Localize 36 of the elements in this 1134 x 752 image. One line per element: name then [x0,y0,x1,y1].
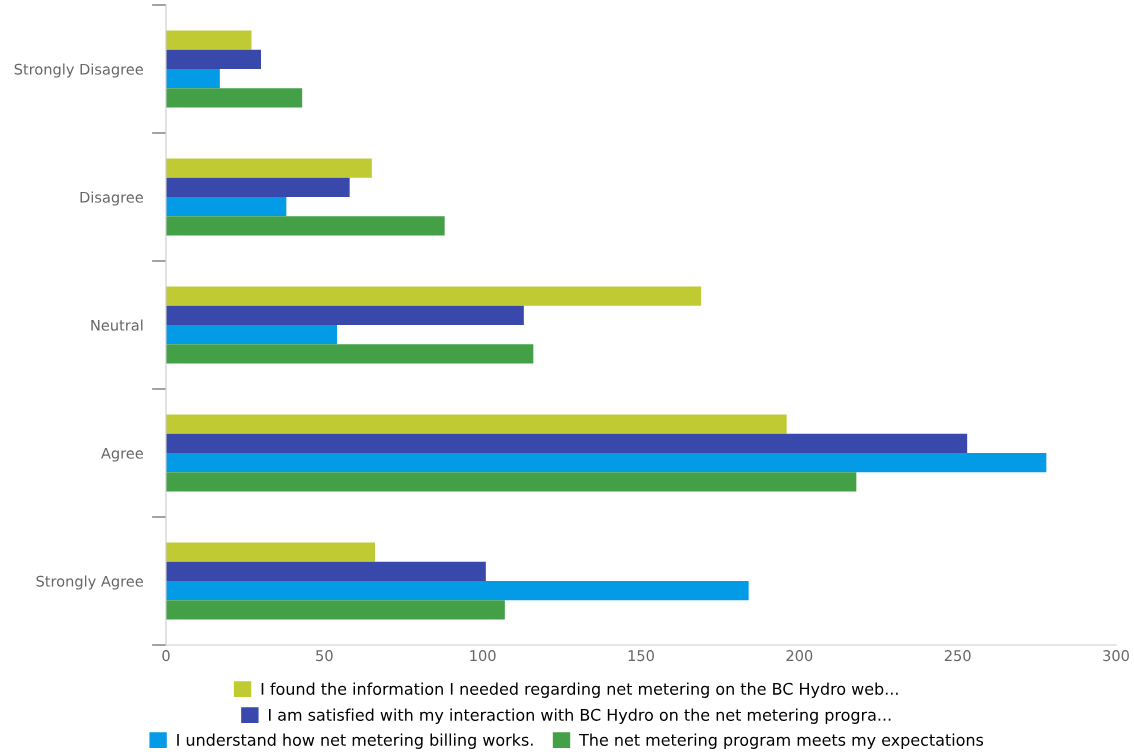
bar [166,414,787,434]
x-tick-label: 0 [162,650,170,662]
bar [166,177,350,197]
bar [166,49,261,69]
bar [166,433,968,453]
x-tick-label: 150 [628,650,654,662]
bar [166,69,220,89]
bar [166,542,375,562]
bar [166,305,524,325]
legend-label: I am satisfied with my interaction with BC Hydro on the net metering progra... [269,708,891,724]
x-tick-label: 200 [786,650,813,662]
x-tick-label: 50 [316,650,333,662]
legend-label: I understand how net metering billing works. [177,733,533,749]
bar [166,344,534,364]
bar [166,581,749,601]
bar [166,216,445,236]
bar [166,158,372,178]
y-tick-label: Disagree [80,191,143,206]
bar [166,472,857,492]
legend-label: The net metering program meets my expectations [579,733,984,749]
bar [166,453,1047,473]
y-tick-label: Neutral [91,319,143,331]
bar [166,88,303,108]
y-tick-label: Agree [101,447,143,462]
x-tick-label: 100 [470,650,496,662]
x-tick-label: 250 [944,650,971,662]
y-tick-label: Strongly Disagree [14,63,143,78]
bar [166,197,287,217]
legend-label: I found the information I needed regarding net metering on the BC Hydro web... [261,682,898,698]
bar [166,600,505,620]
bar [166,325,337,345]
bar [166,561,486,581]
bar [166,286,702,306]
y-tick-label: Strongly Agree [36,575,143,590]
bar [166,30,252,50]
x-tick-label: 300 [1103,650,1129,662]
